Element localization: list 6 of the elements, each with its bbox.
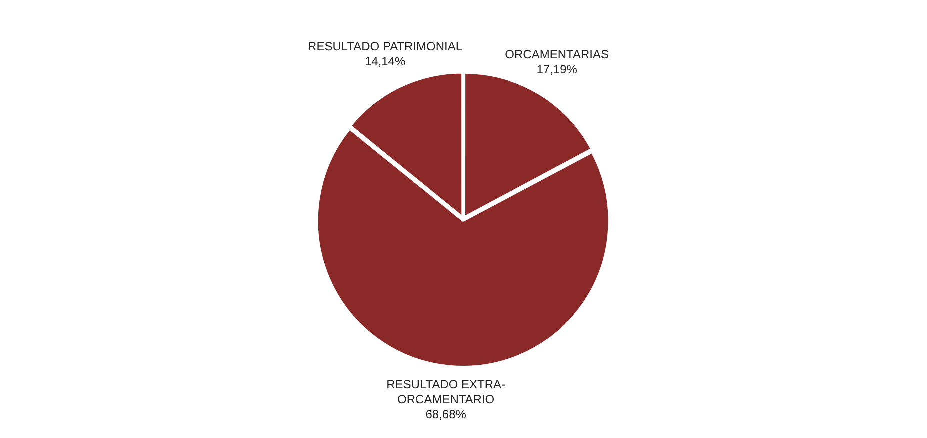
- slice-label: RESULTADO EXTRA-ORCAMENTARIO: [386, 377, 506, 406]
- slice-label: RESULTADO PATRIMONIAL: [308, 39, 463, 54]
- data-label: 68,68%: [426, 407, 467, 422]
- data-label: 14,14%: [364, 54, 406, 68]
- slice-label: ORCAMENTARIAS: [505, 48, 609, 62]
- data-label: 17,19%: [536, 62, 578, 77]
